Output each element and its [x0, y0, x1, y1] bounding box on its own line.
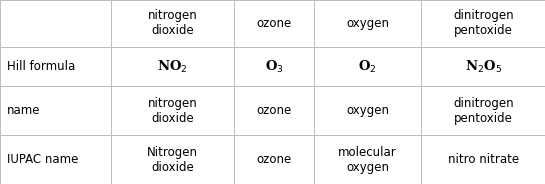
- Text: Nitrogen
dioxide: Nitrogen dioxide: [147, 146, 198, 174]
- Text: Hill formula: Hill formula: [7, 60, 75, 73]
- Text: nitrogen
dioxide: nitrogen dioxide: [148, 97, 198, 125]
- Text: oxygen: oxygen: [346, 104, 389, 117]
- Text: oxygen: oxygen: [346, 17, 389, 30]
- Text: O$_3$: O$_3$: [265, 59, 283, 75]
- Text: NO$_2$: NO$_2$: [158, 59, 188, 75]
- Text: molecular
oxygen: molecular oxygen: [338, 146, 397, 174]
- Text: N$_2$O$_5$: N$_2$O$_5$: [465, 59, 502, 75]
- Text: nitrogen
dioxide: nitrogen dioxide: [148, 9, 198, 38]
- Text: IUPAC name: IUPAC name: [7, 153, 78, 166]
- Text: nitro nitrate: nitro nitrate: [447, 153, 519, 166]
- Text: ozone: ozone: [257, 104, 292, 117]
- Text: name: name: [7, 104, 40, 117]
- Text: dinitrogen
pentoxide: dinitrogen pentoxide: [453, 9, 513, 38]
- Text: dinitrogen
pentoxide: dinitrogen pentoxide: [453, 97, 513, 125]
- Text: ozone: ozone: [257, 153, 292, 166]
- Text: O$_2$: O$_2$: [358, 59, 377, 75]
- Text: ozone: ozone: [257, 17, 292, 30]
